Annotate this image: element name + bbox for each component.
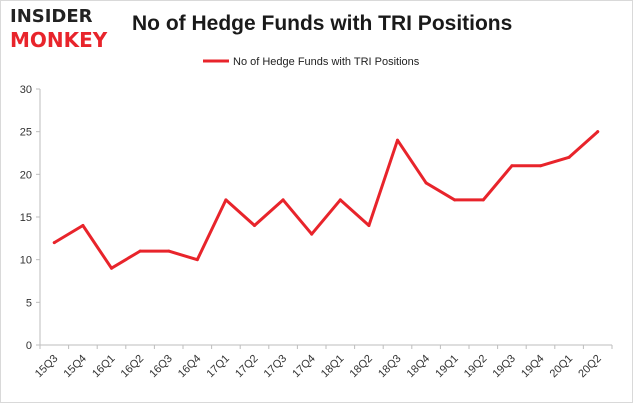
x-tick-label: 17Q2: [233, 353, 261, 381]
data-point: [52, 241, 56, 245]
data-point: [596, 130, 600, 134]
data-point: [81, 224, 85, 228]
y-tick-label: 30: [20, 84, 32, 96]
x-tick-label: 16Q3: [147, 353, 175, 381]
x-tick-label: 18Q4: [405, 353, 433, 381]
x-tick-label: 17Q3: [262, 353, 290, 381]
x-tick-label: 15Q3: [33, 353, 61, 381]
data-point: [510, 164, 514, 168]
y-tick-label: 0: [26, 340, 32, 352]
x-tick-label: 16Q2: [119, 353, 147, 381]
x-tick-label: 18Q3: [376, 353, 404, 381]
logo-text-insider: INSIDER: [10, 6, 93, 27]
data-point: [310, 232, 314, 236]
x-tick-label: 17Q4: [290, 353, 318, 381]
x-tick-label: 16Q4: [176, 353, 204, 381]
data-point: [481, 198, 485, 202]
logo-text-monkey: MONKEY: [10, 28, 108, 52]
data-point: [424, 181, 428, 185]
x-tick-label: 17Q1: [204, 353, 232, 381]
x-tick-label: 19Q4: [519, 353, 547, 381]
x-tick-label: 19Q1: [433, 353, 461, 381]
x-tick-label: 18Q1: [319, 353, 347, 381]
y-tick-label: 10: [20, 255, 32, 267]
y-tick-label: 25: [20, 127, 32, 139]
x-tick-label: 20Q2: [576, 353, 604, 381]
data-point: [224, 198, 228, 202]
legend-label: No of Hedge Funds with TRI Positions: [233, 56, 420, 68]
legend: No of Hedge Funds with TRI Positions: [203, 56, 420, 68]
y-tick-label: 15: [20, 212, 32, 224]
x-tick-label: 18Q2: [347, 353, 375, 381]
y-tick-label: 5: [26, 297, 32, 309]
data-point: [195, 258, 199, 262]
y-tick-label: 20: [20, 169, 32, 181]
data-point: [338, 198, 342, 202]
chart-title: No of Hedge Funds with TRI Positions: [132, 12, 513, 35]
data-point: [567, 155, 571, 159]
data-point: [281, 198, 285, 202]
insider-monkey-logo: INSIDER MONKEY: [10, 6, 118, 52]
data-point: [253, 224, 256, 228]
data-point: [110, 266, 113, 270]
y-axis-ticks: 0 5 10 15 20 25 30: [20, 84, 40, 352]
data-point: [396, 138, 399, 142]
x-tick-label: 19Q3: [490, 353, 518, 381]
x-tick-label: 15Q4: [61, 353, 89, 381]
x-tick-label: 19Q2: [462, 353, 490, 381]
data-point: [167, 249, 171, 253]
series-line: [52, 130, 600, 270]
x-axis-ticks: 15Q3 15Q4 16Q1 16Q2 16Q3 16Q4 17Q1 17Q2 17Q3 17Q4…: [33, 345, 613, 381]
data-point: [367, 224, 371, 228]
x-tick-label: 20Q1: [548, 353, 576, 381]
data-point: [453, 198, 457, 202]
x-tick-label: 16Q1: [90, 353, 118, 381]
data-point: [138, 249, 142, 253]
data-point: [539, 164, 542, 168]
series-layer: [52, 130, 600, 270]
